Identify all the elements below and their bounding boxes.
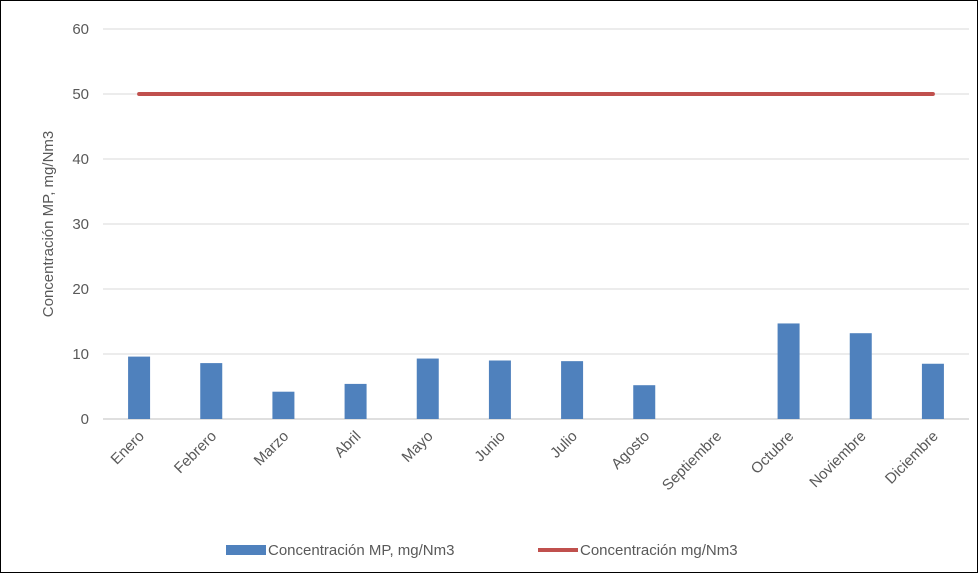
bar: [416, 358, 439, 419]
bar: [849, 333, 872, 419]
y-tick-label: 40: [72, 151, 89, 168]
bar: [344, 383, 367, 419]
x-tick-label: Junio: [471, 428, 508, 465]
x-tick-label: Julio: [547, 428, 581, 462]
y-tick-label: 20: [72, 281, 89, 298]
x-tick-label: Diciembre: [882, 428, 942, 488]
legend-label-bars: Concentración MP, mg/Nm3: [268, 542, 454, 559]
x-tick-label: Febrero: [171, 428, 220, 477]
y-axis-label: Concentración MP, mg/Nm3: [40, 131, 57, 317]
bar: [272, 391, 295, 419]
bar: [633, 385, 656, 419]
x-tick-label: Enero: [108, 428, 148, 468]
x-tick-label: Abril: [331, 428, 364, 461]
x-tick-label: Octubre: [748, 428, 798, 478]
bar-series: [128, 323, 944, 419]
y-tick-label: 10: [72, 346, 89, 363]
y-tick-label: 0: [81, 411, 89, 428]
gridlines: [103, 28, 969, 420]
legend-label-line: Concentración mg/Nm3: [580, 542, 738, 559]
y-tick-label: 30: [72, 216, 89, 233]
x-tick-labels: Enero Febrero Marzo Abril Mayo Junio Julio Agos…: [108, 428, 942, 494]
bar: [921, 363, 944, 419]
bar: [777, 323, 800, 419]
y-tick-label: 60: [72, 21, 89, 38]
x-tick-label: Septiembre: [659, 428, 725, 494]
bar: [200, 363, 223, 419]
x-tick-label: Noviembre: [806, 428, 869, 491]
y-tick-labels: 0 10 20 30 40 50 60: [72, 21, 89, 428]
bar: [561, 361, 584, 419]
x-tick-label: Mayo: [399, 428, 437, 466]
bar: [488, 360, 511, 419]
bar: [128, 356, 151, 419]
y-tick-label: 50: [72, 86, 89, 103]
legend-swatch-bars: [226, 545, 266, 555]
x-tick-label: Marzo: [251, 428, 292, 469]
x-tick-label: Agosto: [608, 428, 653, 473]
legend: Concentración MP, mg/Nm3 Concentración m…: [226, 542, 738, 559]
